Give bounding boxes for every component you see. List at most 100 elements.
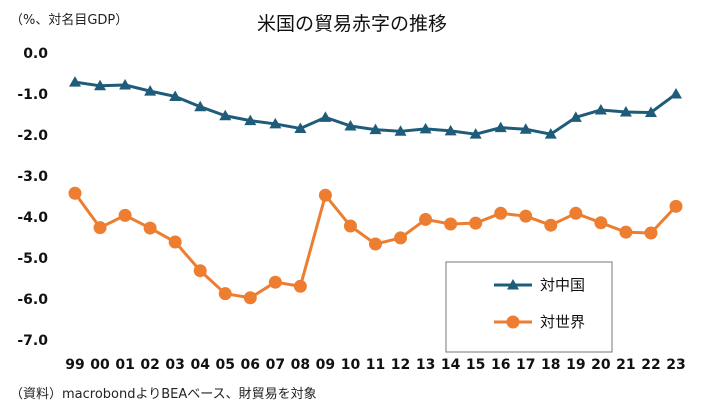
data-point bbox=[218, 287, 232, 301]
x-tick-label: 19 bbox=[566, 357, 585, 373]
y-axis: 0.0 -1.0 -2.0 -3.0 -4.0 -5.0 -6.0 -7.0 bbox=[17, 46, 48, 349]
data-point bbox=[594, 216, 608, 230]
x-tick-label: 10 bbox=[341, 357, 361, 373]
data-point bbox=[369, 237, 382, 251]
data-point bbox=[544, 128, 557, 139]
data-point bbox=[619, 106, 632, 117]
y-tick-label: -1.0 bbox=[17, 87, 48, 103]
x-tick-label: 13 bbox=[416, 357, 435, 373]
legend-item: 対世界 bbox=[494, 313, 585, 331]
y-tick-label: -5.0 bbox=[17, 251, 48, 267]
data-point bbox=[119, 78, 132, 90]
data-point bbox=[670, 88, 682, 99]
x-tick-label: 09 bbox=[316, 357, 335, 373]
data-point bbox=[519, 209, 533, 223]
y-tick-label: -3.0 bbox=[17, 169, 48, 185]
x-tick-label: 03 bbox=[165, 357, 184, 373]
data-point bbox=[194, 100, 207, 112]
x-tick-label: 17 bbox=[516, 357, 535, 373]
data-point bbox=[343, 219, 357, 233]
data-point bbox=[168, 235, 182, 249]
data-point bbox=[569, 111, 582, 122]
x-tick-label: 16 bbox=[491, 357, 510, 373]
data-point bbox=[269, 117, 282, 129]
x-tick-label: 23 bbox=[666, 357, 685, 373]
data-point bbox=[369, 123, 382, 135]
data-point bbox=[268, 275, 282, 289]
legend-label: 対中国 bbox=[540, 276, 585, 294]
data-point bbox=[193, 264, 207, 278]
data-point bbox=[394, 231, 408, 245]
data-point bbox=[494, 121, 507, 133]
legend-label: 対世界 bbox=[540, 313, 585, 331]
y-tick-label: -4.0 bbox=[17, 210, 48, 226]
data-point bbox=[344, 119, 357, 131]
x-tick-label: 99 bbox=[65, 357, 84, 373]
data-point bbox=[494, 206, 508, 220]
data-point bbox=[444, 217, 458, 231]
x-tick-label: 05 bbox=[216, 357, 235, 373]
x-tick-label: 00 bbox=[90, 357, 110, 373]
x-tick-label: 21 bbox=[616, 357, 635, 373]
x-tick-label: 18 bbox=[541, 357, 560, 373]
data-point bbox=[294, 122, 307, 133]
series-world bbox=[68, 186, 683, 305]
data-point bbox=[243, 291, 257, 305]
data-point bbox=[444, 124, 457, 136]
data-point bbox=[69, 76, 81, 87]
data-point bbox=[319, 111, 332, 122]
x-tick-label: 04 bbox=[190, 357, 210, 373]
y-tick-label: -6.0 bbox=[17, 292, 48, 308]
unit-label: （%、対名目GDP） bbox=[10, 12, 128, 28]
x-tick-label: 12 bbox=[391, 357, 410, 373]
x-tick-label: 20 bbox=[591, 357, 611, 373]
data-point bbox=[544, 218, 558, 232]
x-tick-label: 22 bbox=[641, 357, 660, 373]
x-tick-label: 07 bbox=[266, 357, 285, 373]
legend-item: 対中国 bbox=[494, 276, 585, 294]
y-tick-label: 0.0 bbox=[23, 46, 48, 62]
series-layer bbox=[68, 76, 683, 305]
data-point bbox=[68, 186, 82, 200]
x-tick-label: 02 bbox=[140, 357, 159, 373]
data-point bbox=[394, 125, 407, 136]
series-china bbox=[69, 76, 682, 139]
y-tick-label: -7.0 bbox=[17, 333, 48, 349]
data-point bbox=[93, 221, 107, 235]
data-point bbox=[669, 199, 683, 213]
data-point bbox=[644, 106, 657, 117]
legend-marker bbox=[507, 279, 519, 290]
data-point bbox=[419, 122, 432, 134]
x-tick-label: 01 bbox=[115, 357, 134, 373]
data-point bbox=[143, 221, 157, 235]
data-point bbox=[419, 212, 433, 226]
data-point bbox=[619, 225, 633, 239]
data-point bbox=[469, 216, 483, 230]
data-point bbox=[244, 114, 257, 126]
x-tick-label: 06 bbox=[241, 357, 260, 373]
x-tick-label: 14 bbox=[441, 357, 461, 373]
x-tick-label: 11 bbox=[366, 357, 385, 373]
data-point bbox=[219, 109, 232, 121]
legend-box bbox=[445, 261, 613, 353]
data-point bbox=[94, 79, 107, 91]
data-point bbox=[169, 90, 182, 101]
x-tick-label: 15 bbox=[466, 357, 485, 373]
x-tick-label: 08 bbox=[291, 357, 310, 373]
y-tick-label: -2.0 bbox=[17, 128, 48, 144]
data-point bbox=[469, 128, 482, 139]
data-point bbox=[318, 188, 332, 202]
data-point bbox=[144, 85, 157, 96]
data-point bbox=[594, 103, 607, 115]
data-point bbox=[519, 123, 532, 134]
x-axis: 99 00 01 02 03 04 05 06 07 08 09 10 11 12 13 14 15 16 17 18… bbox=[65, 357, 685, 373]
data-point bbox=[569, 206, 583, 220]
data-point bbox=[644, 226, 658, 240]
source-note: （資料）macrobondよりBEAベース、財貿易を対象 bbox=[10, 387, 317, 402]
data-point bbox=[118, 208, 132, 222]
chart-title: 米国の貿易赤字の推移 bbox=[257, 13, 447, 35]
data-point bbox=[293, 279, 307, 293]
